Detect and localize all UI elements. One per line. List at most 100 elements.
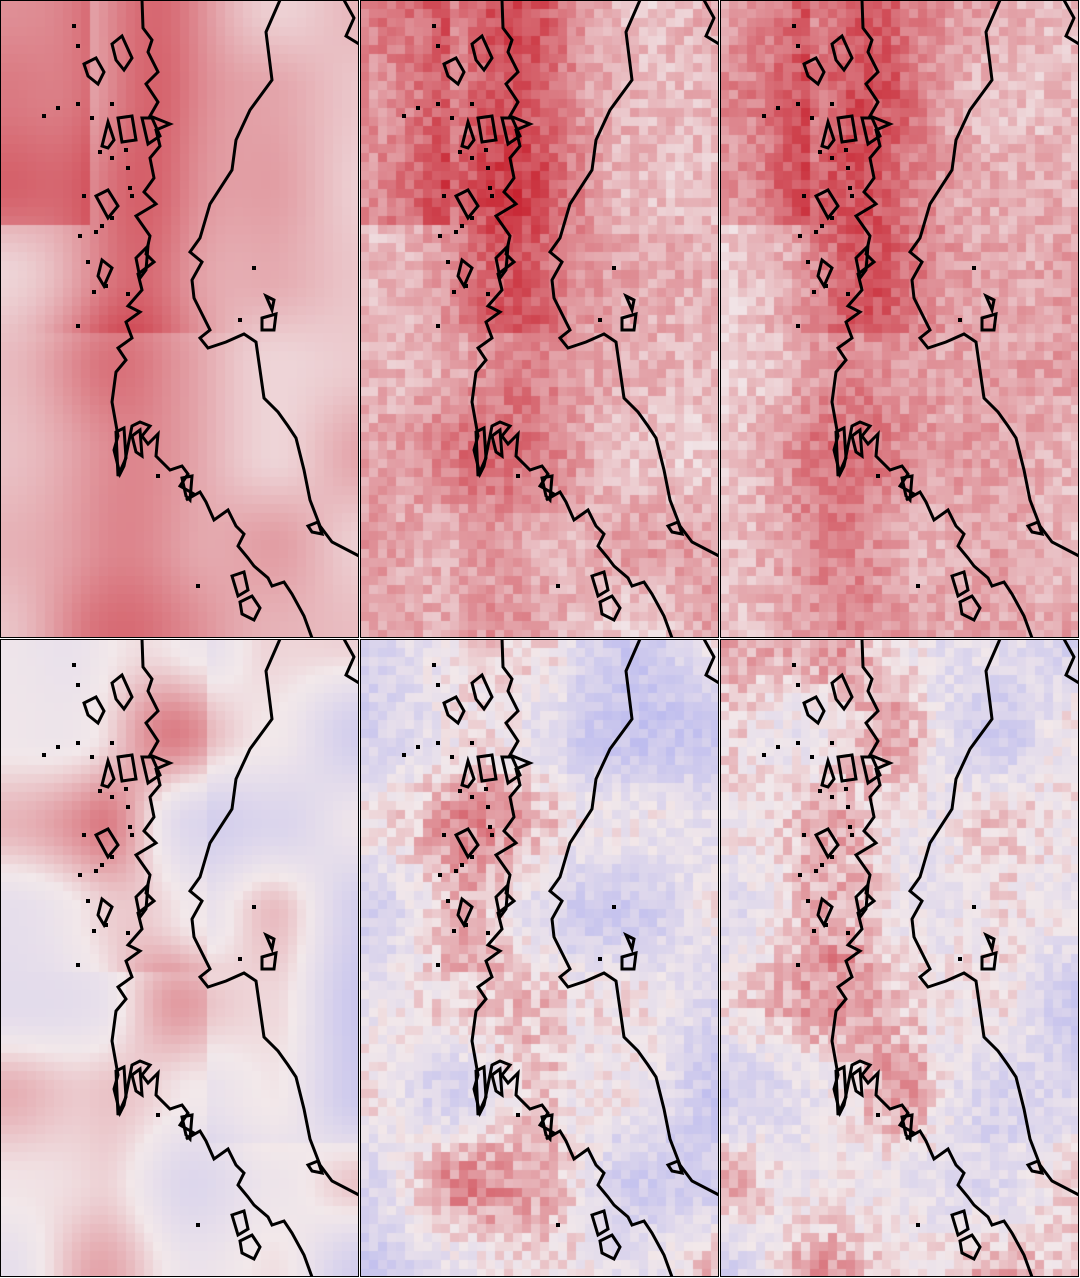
island-dot [846,292,850,296]
island-dot [72,24,76,28]
island-dot [470,795,474,799]
island-dot [446,260,450,264]
island-dot [76,741,80,745]
island-outline [470,33,494,73]
island-dot [830,156,834,160]
island-dot [470,156,474,160]
island-dot [486,292,490,296]
island-outline [110,33,134,73]
island-dot [814,230,818,234]
island-dot [556,584,560,588]
island-dot [792,24,796,28]
island-dot [126,931,130,935]
island-outline [96,257,114,290]
island-outline [802,56,826,87]
island-outline [836,753,858,783]
island-outline [816,896,834,929]
island-outline [260,950,278,971]
island-dot [846,166,850,170]
island-outline [100,755,116,789]
island-outline [598,1233,622,1262]
island-outline [263,931,276,955]
island-dot [762,753,766,757]
island-dot [196,1223,200,1227]
island-dot [464,284,468,288]
island-outline [476,753,498,783]
island-dot [110,102,114,106]
island-dot [470,216,474,220]
island-dot [464,923,468,927]
coastline-main [830,0,1034,638]
island-dot [810,755,814,759]
island-outline [180,1113,194,1143]
island-outline [620,950,638,971]
coastline-overlay [0,639,359,1277]
island-outline [114,1064,128,1116]
island-outline [305,520,325,536]
island-dot [82,833,86,837]
island-outline [453,827,480,860]
island-outline [623,292,636,316]
island-outline [82,695,106,726]
coastline-overlay [360,0,719,638]
island-dot [972,905,976,909]
island-outline [590,1209,610,1238]
island-dot [78,234,82,238]
island-outline [854,881,870,921]
island-outline [500,116,522,147]
island-outline [830,33,854,73]
island-dot [442,194,446,198]
island-dot [958,957,962,961]
island-dot [458,150,462,154]
coastline-main [470,0,674,638]
island-dot [156,474,160,478]
island-outline [836,114,858,144]
island-outline [860,116,882,147]
island-dot [486,931,490,935]
coastline-main [470,639,674,1277]
coastline-main [110,0,314,638]
island-dot [450,116,454,120]
island-dot [90,755,94,759]
island-dot [110,741,114,745]
island-outline [900,1113,914,1143]
island-dot [124,787,128,791]
island-outline [983,931,996,955]
coastline-east [187,0,359,558]
island-outline [305,1159,325,1175]
island-dot [796,741,800,745]
island-dot [432,24,436,28]
island-dot [460,224,464,228]
island-dot [94,230,98,234]
island-dot [76,44,80,48]
island-outline [442,56,466,87]
island-dot [850,833,854,837]
island-outline [494,242,510,282]
island-dot [916,1223,920,1227]
island-dot [762,114,766,118]
island-dot [802,194,806,198]
island-dot [436,324,440,328]
island-dot [252,905,256,909]
island-dot [806,899,810,903]
island-dot [454,230,458,234]
island-dot [436,44,440,48]
island-dot [820,863,824,867]
island-outline [950,1209,970,1238]
island-outline [140,755,162,786]
island-dot [86,260,90,264]
island-dot [830,855,834,859]
coastline-overlay [720,0,1079,638]
island-outline [623,931,636,955]
island-outline [260,311,278,332]
island-dot [126,805,130,809]
island-outline [540,1113,554,1143]
island-dot [76,683,80,687]
island-outline [130,427,144,459]
island-outline [802,695,826,726]
island-dot [598,318,602,322]
island-dot [556,1223,560,1227]
island-outline [813,827,840,860]
island-dot [94,869,98,873]
island-dot [818,150,822,154]
